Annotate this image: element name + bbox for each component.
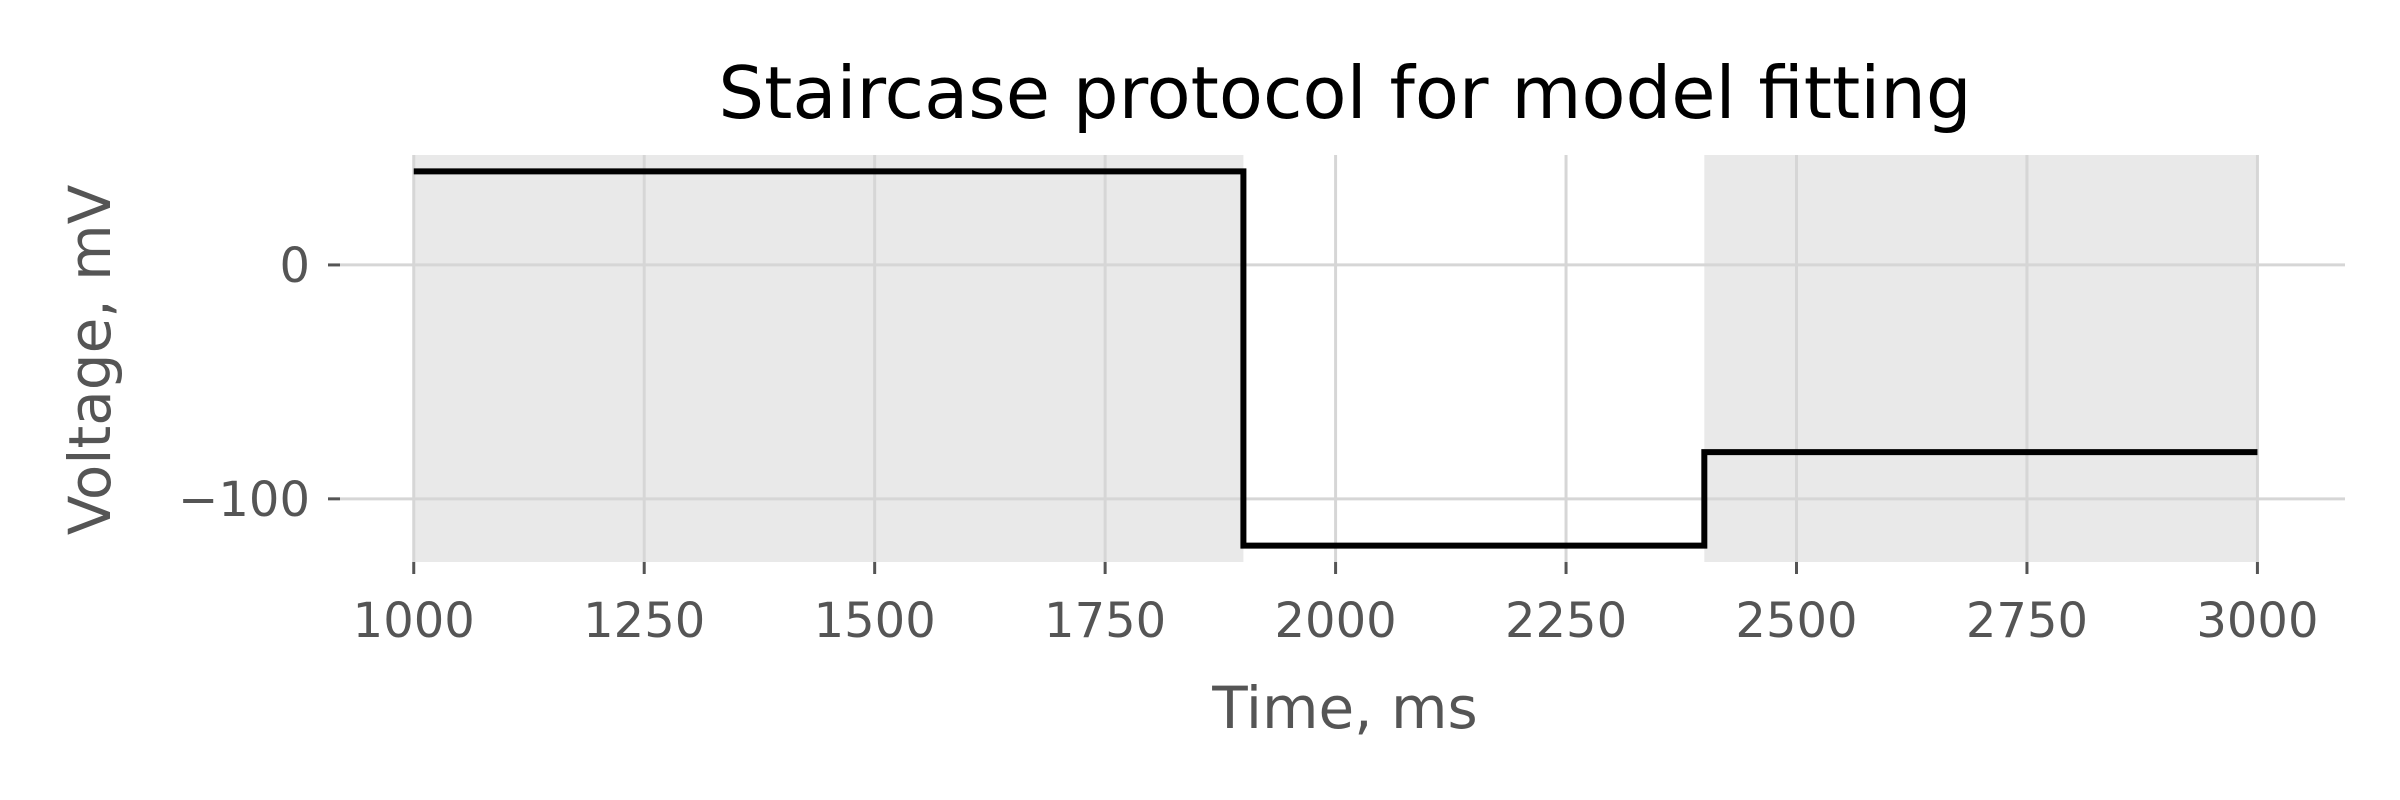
x-tick-label: 1500: [814, 593, 936, 649]
x-tick-label: 1750: [1044, 593, 1166, 649]
x-axis-ticks: 1000 1250 1500 1750 2000 2250 2500 2750 3000: [353, 562, 2319, 649]
x-tick-label: 3000: [2196, 593, 2318, 649]
series-line-1: [413, 168, 2258, 549]
plot-area: [340, 155, 2345, 562]
x-tick-label: 1250: [583, 593, 705, 649]
y-tick-label: −100: [178, 472, 310, 528]
y-axis-ticks: 0 −100: [178, 238, 340, 528]
chart-title: Staircase protocol for model fitting: [718, 51, 1971, 135]
x-tick-label: 2500: [1735, 593, 1857, 649]
x-tick-label: 1000: [353, 593, 475, 649]
x-axis-label: Time, ms: [1211, 674, 1478, 742]
x-tick-label: 2000: [1275, 593, 1397, 649]
y-axis-label: Voltage, mV: [56, 184, 124, 535]
y-tick-label: 0: [279, 238, 310, 294]
series-group: [413, 168, 2258, 549]
shaded-region-2: [1704, 155, 2258, 562]
x-tick-label: 2250: [1505, 593, 1627, 649]
shaded-region-1: [413, 155, 1244, 562]
grid-lines: [340, 155, 2345, 562]
x-tick-label: 2750: [1966, 593, 2088, 649]
